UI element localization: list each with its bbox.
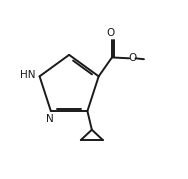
Text: N: N: [46, 114, 54, 124]
Text: O: O: [128, 53, 136, 63]
Text: O: O: [106, 28, 114, 38]
Text: HN: HN: [20, 71, 36, 80]
